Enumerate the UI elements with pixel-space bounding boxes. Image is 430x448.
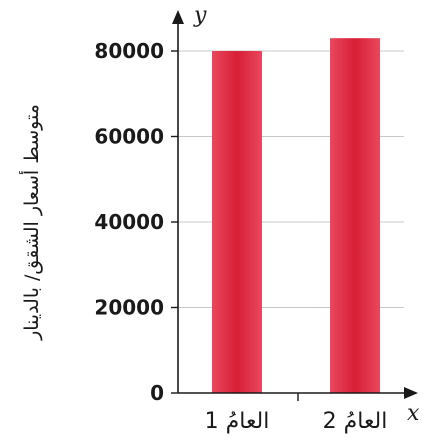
y-tick-label: 80000 <box>94 39 164 63</box>
y-axis-variable: y <box>193 3 207 28</box>
bar <box>330 38 380 394</box>
category-label: العامُ 1 <box>205 409 270 434</box>
y-tick-label: 20000 <box>94 296 164 320</box>
y-tick-label: 60000 <box>94 125 164 149</box>
y-tick-labels: 0 20000 40000 60000 80000 <box>94 39 178 405</box>
x-axis-variable: x <box>407 401 420 426</box>
y-tick-label: 40000 <box>94 210 164 234</box>
bar <box>212 51 262 393</box>
y-axis-label: متوسط أسعار الشقق/ بالدينار <box>19 104 43 341</box>
x-axis-arrow-icon <box>404 387 418 399</box>
category-labels: العامُ 1 العامُ 2 <box>205 409 388 434</box>
category-label: العامُ 2 <box>323 409 388 434</box>
y-axis-arrow-icon <box>172 10 184 24</box>
axes <box>172 10 418 401</box>
bars <box>212 38 380 394</box>
y-tick-label: 0 <box>150 381 164 405</box>
